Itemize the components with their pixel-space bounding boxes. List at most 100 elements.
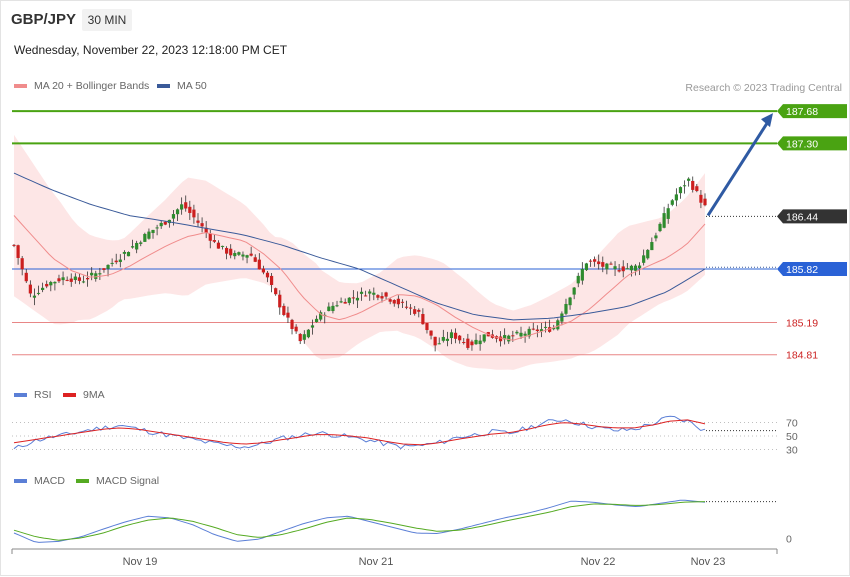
candle <box>310 319 315 335</box>
candle-body <box>364 295 368 297</box>
candle <box>196 213 200 228</box>
candle <box>576 272 580 288</box>
candle-body <box>192 209 196 218</box>
legend-macd-swatch <box>14 479 27 483</box>
candle-body <box>241 254 245 257</box>
candle <box>261 265 266 275</box>
candle-body <box>290 319 294 329</box>
candle <box>159 220 163 229</box>
rsi-level-label-50: 50 <box>786 431 798 443</box>
candle <box>143 232 147 242</box>
legend-macd-signal: MACD Signal <box>96 475 159 487</box>
candle <box>621 260 625 278</box>
candle-body <box>637 265 642 269</box>
candle-body <box>298 334 302 342</box>
candle-body <box>441 336 445 341</box>
candle-body <box>359 291 364 294</box>
candle-body <box>220 245 225 247</box>
candle-body <box>85 278 90 280</box>
candle-body <box>147 231 151 239</box>
candle-body <box>12 244 16 246</box>
candle-body <box>98 273 102 275</box>
candle <box>208 229 212 249</box>
candle-body <box>253 257 257 262</box>
candle <box>413 305 417 316</box>
candle-body <box>552 327 556 330</box>
candle <box>139 240 143 247</box>
candle-body <box>531 328 535 330</box>
candle-body <box>437 343 441 345</box>
candle <box>425 322 429 334</box>
candle <box>498 331 503 347</box>
candle <box>53 281 57 291</box>
candle-body <box>376 295 380 298</box>
candle-body <box>45 283 49 287</box>
candle <box>409 304 413 315</box>
candle-body <box>339 301 343 303</box>
candle <box>130 239 135 249</box>
candle-body <box>539 329 544 332</box>
timeframe-badge[interactable]: 30 MIN <box>82 9 132 31</box>
candle <box>404 300 409 310</box>
candle-body <box>593 259 597 262</box>
candle <box>32 288 37 306</box>
candle-body <box>633 265 638 271</box>
candle <box>347 297 351 306</box>
candle <box>90 267 94 281</box>
candle-body <box>413 309 417 314</box>
candle <box>605 262 609 275</box>
candle <box>527 326 531 339</box>
candle-body <box>556 320 560 330</box>
candle-body <box>196 220 200 223</box>
bollinger-band <box>14 134 705 370</box>
candle-body <box>609 263 613 265</box>
candle-body <box>347 297 351 303</box>
candle-body <box>53 281 57 284</box>
candle <box>478 334 482 351</box>
candle-body <box>126 251 131 257</box>
candle <box>126 251 131 257</box>
candle-body <box>310 325 315 328</box>
candle <box>81 275 86 284</box>
candle-body <box>601 262 605 267</box>
legend-rsi-ma: 9MA <box>83 389 105 401</box>
candle-body <box>572 287 576 295</box>
candle <box>151 229 155 239</box>
candle-body <box>507 335 511 342</box>
copyright: Research © 2023 Trading Central <box>685 82 842 94</box>
candle-body <box>503 335 507 340</box>
candle-body <box>265 272 270 278</box>
candle-body <box>302 334 306 340</box>
forecast-arrow-head <box>761 113 773 128</box>
candle <box>359 287 364 301</box>
candle <box>633 264 638 276</box>
rsi-line <box>13 415 706 450</box>
candle-body <box>543 326 548 328</box>
candle <box>241 251 245 261</box>
candle <box>572 286 576 300</box>
candle <box>699 189 703 209</box>
candle-body <box>404 306 409 308</box>
candle <box>687 177 691 187</box>
rsi-level-label-70: 70 <box>786 418 798 430</box>
candle <box>396 295 400 309</box>
candle <box>421 308 425 325</box>
forecast-arrow-shaft <box>706 119 771 217</box>
candle-body <box>613 266 617 270</box>
candle-body <box>368 291 372 294</box>
candle-body <box>417 309 421 312</box>
legend-ma20-swatch <box>14 84 27 88</box>
x-tick-label-2: Nov 22 <box>581 556 616 568</box>
candle <box>314 315 319 323</box>
candle-body <box>306 329 310 338</box>
candle <box>458 334 462 344</box>
candle-body <box>155 227 159 229</box>
candle-body <box>94 273 98 279</box>
candle-body <box>580 269 584 281</box>
candle <box>466 333 470 350</box>
candle-body <box>703 198 707 206</box>
candle <box>462 338 466 345</box>
macd-zero-label: 0 <box>786 534 792 546</box>
candle-body <box>16 245 20 258</box>
candle-body <box>666 208 670 219</box>
